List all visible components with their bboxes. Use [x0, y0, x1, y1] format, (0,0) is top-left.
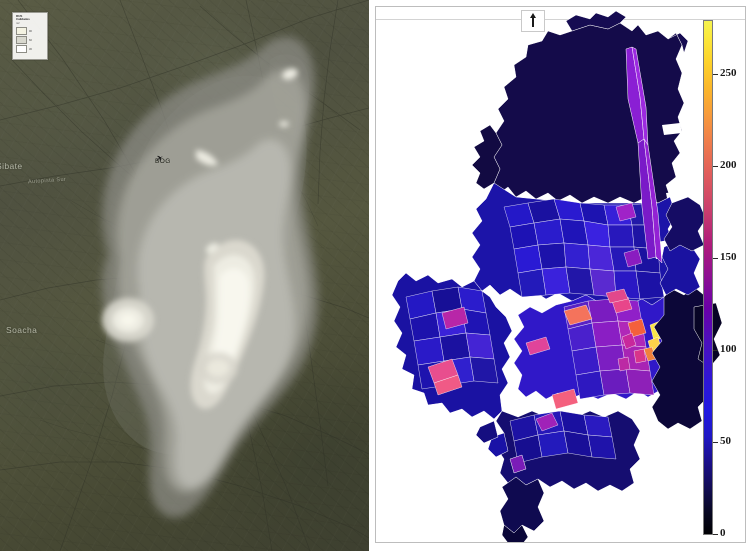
colorbar-tick [713, 442, 718, 443]
choropleth-polygons[interactable] [376, 7, 746, 543]
region-polygon [509, 222, 539, 250]
region-polygon [587, 244, 615, 272]
place-label-soacha: Soacha [6, 325, 38, 335]
region-polygon [525, 336, 551, 356]
region-polygon [537, 242, 567, 270]
region-polygon [535, 412, 559, 432]
region-polygon [533, 218, 565, 246]
region-polygon [413, 336, 445, 366]
legend-subtitle: Calidades [16, 17, 30, 22]
colorbar-tick-label: 200 [720, 159, 737, 171]
colorbar-tick [713, 350, 718, 351]
region-polygon [493, 22, 685, 204]
legend-item: 90 [16, 27, 44, 36]
region-polygon [513, 244, 543, 274]
region-polygon [563, 304, 593, 326]
region-polygon [537, 430, 569, 458]
legend-title: RUS [16, 14, 23, 18]
region-polygon [565, 10, 627, 32]
legend-item-label: 90 [29, 29, 32, 33]
legend-unit: m2 [16, 21, 20, 25]
region-polygon [563, 242, 591, 270]
colorbar-tick-label: 250 [720, 67, 737, 79]
region-polygon [439, 332, 471, 362]
region-polygon [441, 306, 469, 330]
colorbar-tick [713, 74, 718, 75]
region-polygon [583, 220, 611, 248]
region-polygon [591, 320, 623, 348]
legend-item: 60 [16, 36, 44, 45]
region-polygon [571, 346, 601, 376]
region-polygon [541, 266, 571, 296]
legend-items: 90 60 30 [16, 27, 44, 54]
region-polygon [643, 138, 663, 264]
region-polygon [663, 196, 707, 252]
colorbar-gradient [703, 20, 713, 535]
colorbar-tick [713, 534, 718, 535]
panel-top-rule [376, 19, 745, 20]
region-polygon [667, 32, 689, 54]
region-polygon [465, 332, 495, 360]
airport-code-label: BOG [155, 158, 171, 165]
region-polygon [607, 224, 635, 248]
colorbar-tick-label: 0 [720, 527, 726, 539]
region-polygon [605, 288, 629, 304]
legend-item: 30 [16, 45, 44, 54]
region-polygon [633, 348, 647, 364]
airport-marker-bog[interactable]: ✈ BOG [154, 150, 181, 172]
right-choropleth-panel[interactable]: 0 50 100 150 200 250 [375, 6, 746, 543]
legend-swatch [16, 27, 27, 36]
north-arrow-icon [521, 10, 545, 32]
region-polygon [501, 524, 529, 542]
map-legend-box[interactable]: RUS Calidades m2 90 60 30 [12, 12, 48, 60]
density-contour-overlay [101, 36, 319, 518]
legend-item-label: 60 [29, 38, 32, 42]
region-polygon [575, 370, 605, 400]
region-polygon [617, 356, 631, 372]
region-polygon [559, 218, 589, 246]
region-polygon [583, 414, 613, 438]
region-polygon [565, 266, 595, 296]
region-polygon [625, 368, 655, 396]
left-density-map-panel[interactable]: Soacha Sibate Autopista Sur ✈ BOG RUS Ca… [0, 0, 369, 551]
region-polygon [551, 388, 579, 410]
region-polygon [509, 454, 527, 474]
region-polygon [615, 202, 637, 222]
region-polygon [599, 368, 631, 396]
region-polygon [469, 356, 499, 384]
region-polygon [517, 268, 547, 298]
place-label-sibate: Sibate [0, 161, 23, 171]
region-polygon [621, 332, 637, 350]
colorbar: 0 50 100 150 200 250 [703, 20, 745, 539]
region-polygon [475, 420, 499, 444]
region-polygon [662, 123, 682, 135]
colorbar-tick-label: 150 [720, 251, 737, 263]
legend-swatch [16, 45, 27, 54]
legend-item-label: 30 [29, 47, 32, 51]
legend-swatch [16, 36, 27, 45]
region-polygon [627, 318, 647, 338]
colorbar-tick-label: 50 [720, 435, 731, 447]
colorbar-tick [713, 166, 718, 167]
region-polygon [499, 476, 545, 534]
colorbar-tick-label: 100 [720, 343, 737, 355]
region-polygon [433, 374, 463, 396]
colorbar-tick [713, 258, 718, 259]
region-polygon [587, 434, 617, 460]
region-polygon [635, 270, 665, 300]
region-polygon [623, 248, 643, 268]
region-polygon [471, 124, 503, 190]
